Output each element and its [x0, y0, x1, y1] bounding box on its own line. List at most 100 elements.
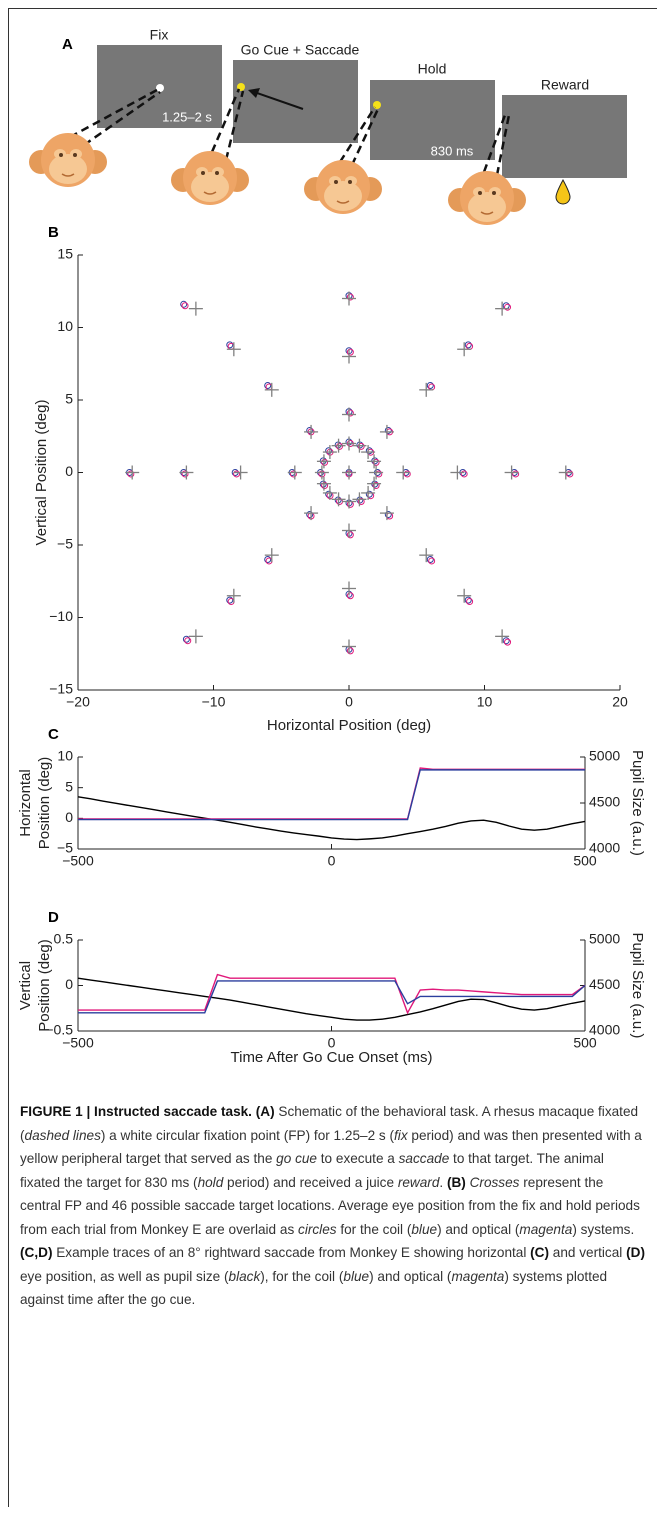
caption-run: . [439, 1174, 447, 1190]
caption-run: period) and was then presented with a ye… [20, 1127, 642, 1167]
target-cross [352, 438, 367, 453]
eye-position [233, 470, 241, 478]
target-cross [457, 588, 472, 603]
eye-position [384, 511, 392, 519]
eye-position [504, 638, 512, 646]
y-tick-label: 5 [65, 391, 73, 407]
target-cross [179, 465, 194, 480]
eye-position [184, 637, 192, 645]
y-axis-label: Vertical Position (deg) [33, 400, 50, 546]
caption-run: to execute a [317, 1151, 399, 1166]
x-tick-label: 0 [328, 853, 336, 869]
target-cross [316, 476, 331, 491]
caption-run: go cue [276, 1151, 317, 1166]
target-cross [316, 454, 331, 469]
caption-run: (C) [530, 1245, 550, 1260]
target-cross [331, 438, 346, 453]
eye-position [460, 470, 468, 478]
caption-run: magenta [451, 1268, 505, 1284]
eye-position [357, 442, 365, 450]
trace [77, 977, 586, 1021]
target-cross [367, 476, 382, 491]
caption-run: ) and optical ( [437, 1221, 520, 1237]
trace [78, 769, 585, 821]
y2-tick-label: 4500 [589, 976, 620, 992]
caption-run: blue [343, 1268, 370, 1284]
x-axis-label: Horizontal Position (deg) [267, 717, 431, 734]
target-cross [361, 485, 376, 500]
eye-position [182, 635, 190, 643]
target-cross [367, 454, 382, 469]
eye-position [466, 342, 474, 350]
y-tick-label: −15 [49, 681, 73, 697]
target-cross [379, 424, 394, 439]
target-cross [342, 436, 356, 451]
y-tick-label: −10 [49, 608, 73, 624]
eye-position [321, 458, 329, 466]
y-tick-label: −0.5 [45, 1022, 73, 1038]
target-cross [495, 629, 510, 644]
eye-position [384, 426, 392, 434]
target-cross [369, 465, 384, 480]
caption-run: Crosses [469, 1174, 520, 1190]
x-tick-label: 500 [573, 1035, 597, 1051]
target-cross [342, 523, 356, 538]
target-cross [504, 465, 519, 480]
monkey [447, 170, 527, 226]
y-tick-label: 0 [65, 463, 73, 479]
y-axis-label: Horizontal [17, 769, 34, 837]
target-cross [342, 407, 356, 422]
duration-label: 1.25–2 s [162, 109, 212, 124]
x-tick-label: −500 [62, 1035, 94, 1051]
target-cross [342, 349, 356, 364]
target-cross [450, 465, 465, 480]
target-cross [304, 424, 319, 439]
x-tick-label: 20 [612, 694, 628, 710]
juice-drop [555, 178, 571, 205]
target-cross [457, 342, 472, 357]
eye-position [325, 447, 333, 455]
eye-position [502, 637, 510, 645]
caption-run: to that target. The animal fixated the t… [20, 1151, 604, 1190]
target-cross [188, 629, 203, 644]
caption-run: for the coil ( [336, 1221, 412, 1237]
eye-position [464, 341, 472, 349]
eye-position [357, 498, 365, 505]
eye-position [428, 557, 436, 565]
figure-frame [8, 8, 657, 1507]
eye-position [264, 382, 272, 389]
caption-run: black [228, 1268, 261, 1284]
y-tick-label: 0 [65, 809, 73, 825]
caption-run: reward [397, 1174, 440, 1190]
eye-position [325, 490, 333, 498]
screen [370, 80, 495, 160]
caption-run: magenta [519, 1221, 573, 1237]
target-cross [352, 492, 367, 507]
caption-run: (D) [626, 1245, 645, 1260]
target-cross [419, 382, 434, 397]
target-cross [558, 465, 573, 480]
x-tick-label: 0 [345, 694, 353, 710]
eye-position [502, 302, 510, 310]
target-cross [342, 639, 356, 654]
caption-run: ) a white circular fixation point (FP) f… [100, 1127, 395, 1143]
eye-position [346, 409, 354, 417]
eye-position [127, 470, 135, 478]
caption-run: saccade [398, 1151, 450, 1166]
trace [77, 796, 586, 841]
target-cross [304, 506, 319, 521]
y2-tick-label: 5000 [589, 931, 620, 947]
y-tick-label: −5 [57, 840, 73, 856]
trace [78, 980, 586, 1014]
caption-run: FIGURE 1 | Instructed saccade task. (A) [20, 1104, 275, 1119]
y2-axis-label: Pupil Size (a.u.) [629, 750, 646, 856]
y-axis-label: Vertical [17, 961, 34, 1010]
target-cross [396, 465, 411, 480]
eye-position [566, 470, 574, 478]
eye-position [289, 470, 297, 478]
figure-caption: FIGURE 1 | Instructed saccade task. (A) … [20, 1100, 646, 1312]
eye-position [426, 556, 434, 563]
eye-position [226, 596, 234, 604]
target-cross [419, 548, 434, 563]
